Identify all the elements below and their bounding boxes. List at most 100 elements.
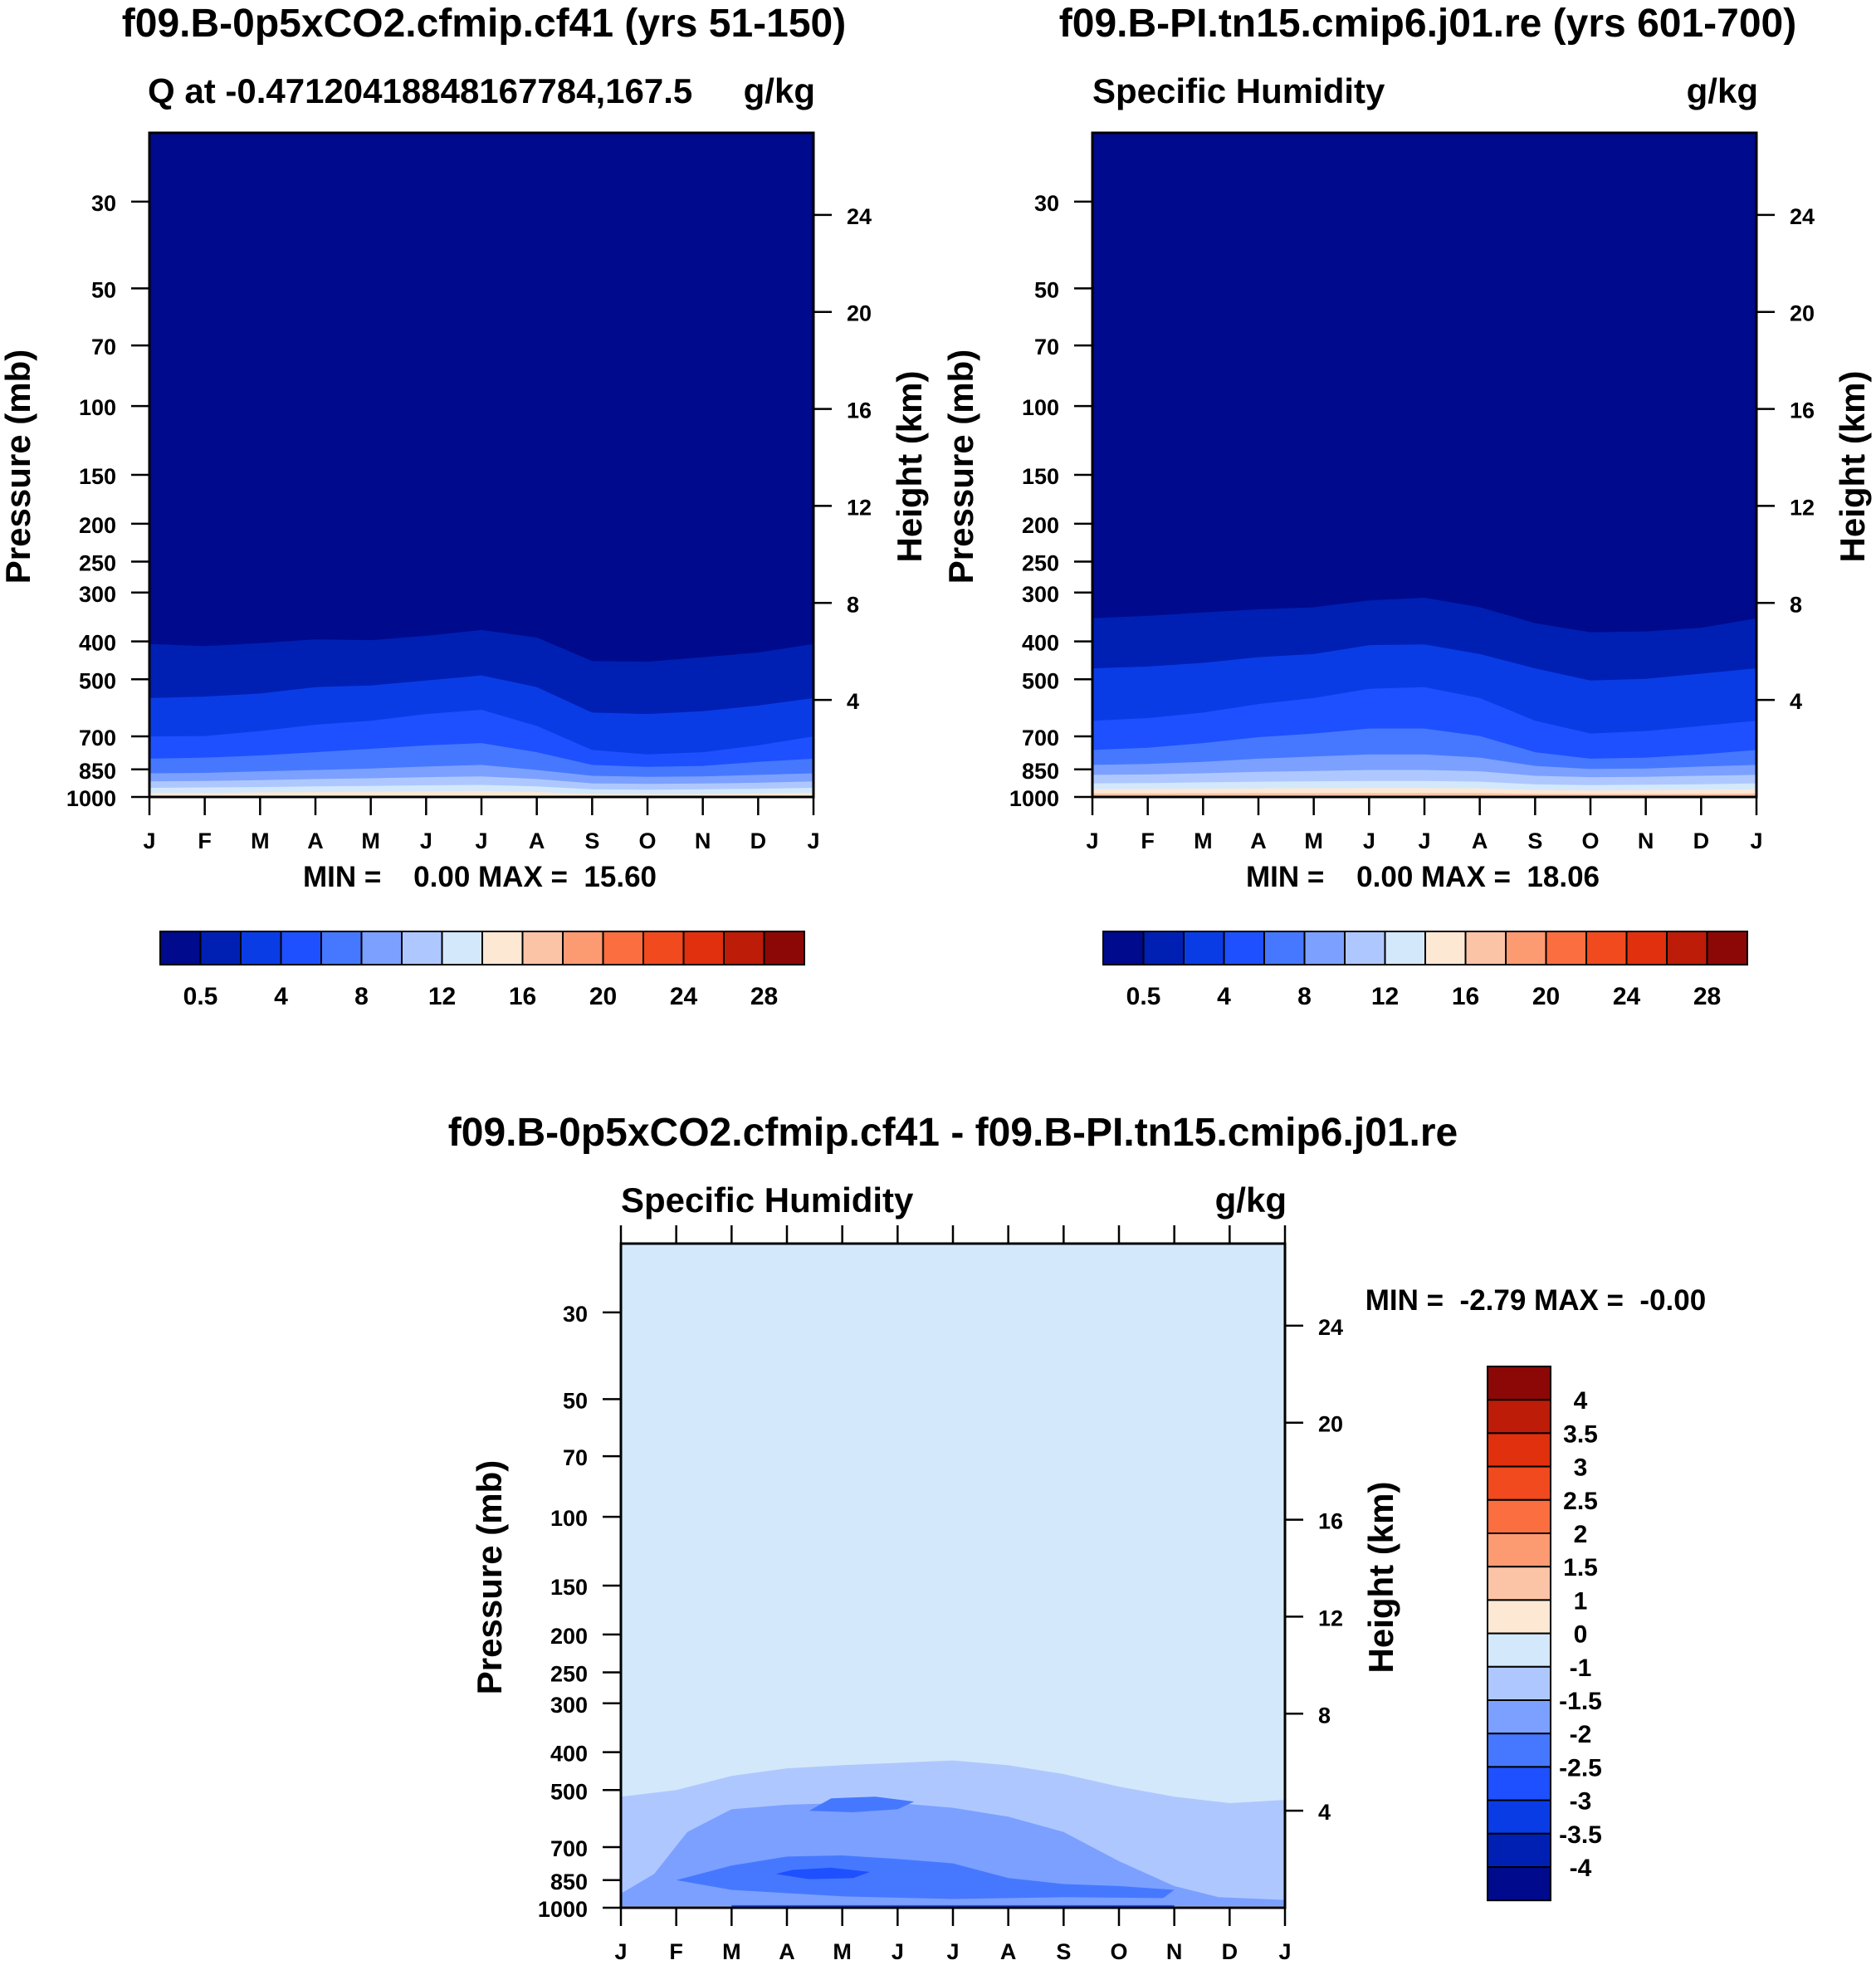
panel-c-colorbar-label: 0 (1574, 1621, 1588, 1649)
panel-c-height-tick-label: 24 (1318, 1315, 1343, 1340)
panel-c-xtick-label: J (1278, 1939, 1291, 1964)
panel-a-height-tick-label: 20 (847, 301, 872, 326)
panel-b-height-tick-label: 4 (1790, 689, 1802, 714)
panel-a-ytick-label: 1000 (66, 786, 116, 811)
panel-b-colorbar-box (1102, 931, 1145, 965)
panel-c-ytick-label: 300 (550, 1693, 588, 1718)
panel-a-colorbar-label: 16 (509, 983, 536, 1010)
panel-b-colorbar-box (1142, 931, 1185, 965)
panel-a-colorbar-box (521, 931, 564, 965)
panel-a-ytick-label: 850 (79, 759, 116, 784)
panel-b-colorbar-box (1303, 931, 1346, 965)
panel-b-xtick-label: F (1141, 829, 1155, 853)
panel-b-xtick-label: A (1472, 829, 1488, 853)
panel-c-colorbar-label: -1 (1570, 1655, 1592, 1682)
panel-b-ytick-label: 70 (1034, 335, 1059, 359)
panel-a-colorbar-box (763, 931, 805, 965)
panel-b-ylabel-right: Height (km) (1833, 371, 1872, 563)
panel-b-colorbar-box (1585, 931, 1628, 965)
panel-c-colorbar-box (1487, 1866, 1551, 1902)
panel-a-colorbar-box (280, 931, 322, 965)
panel-c-colorbar-box (1487, 1432, 1551, 1468)
panel-b-colorbar: 0.5 4 8 12 16 20 24 28 (1102, 931, 1748, 1010)
panel-a-xtick-label: O (638, 829, 656, 853)
panel-a-colorbar-label: 0.5 (183, 983, 218, 1010)
panel-c-colorbar-label: 2 (1574, 1521, 1588, 1548)
panel-c-title: f09.B-0p5xCO2.cfmip.cf41 - f09.B-PI.tn15… (448, 1111, 1458, 1155)
panel-c-colorbar-box (1487, 1766, 1551, 1801)
panel-c-ytick-label: 50 (563, 1388, 588, 1413)
panel-b-colorbar-box (1384, 931, 1426, 965)
panel-a-ytick-label: 700 (79, 726, 116, 750)
panel-c-colorbar-label: -3 (1570, 1788, 1592, 1816)
panel-b-colorbar-label: 20 (1532, 983, 1560, 1010)
panel-a-colorbar-box (602, 931, 644, 965)
panel-c-plot: 30 50 70 100 150 200 250 300 400 500 700 850 1000 4 8 1… (538, 1225, 1343, 1964)
panel-c-contour-band (731, 1904, 1175, 1908)
panel-c-colorbar-label: -2 (1570, 1721, 1592, 1748)
panel-a-colorbar-box (159, 931, 202, 965)
panel-c-xtick-label: O (1110, 1939, 1127, 1964)
panel-a-colorbar-label: 4 (274, 983, 288, 1010)
panel-b-right-string: g/kg (1687, 71, 1758, 110)
panel-b-colorbar-label: 0.5 (1126, 983, 1161, 1010)
panel-c-colorbar-box (1487, 1465, 1551, 1501)
panel-c-xtick-label: M (833, 1939, 852, 1964)
panel-b-xtick-label: D (1693, 829, 1710, 853)
panel-b-height-tick-label: 16 (1790, 398, 1815, 423)
panel-a-colorbar-label: 8 (354, 983, 369, 1010)
panel-c-height-tick-label: 12 (1318, 1606, 1343, 1630)
panel-a-colorbar-box (441, 931, 483, 965)
panel-c-height-tick-label: 4 (1318, 1800, 1331, 1825)
panel-a-height-tick-label: 8 (847, 592, 859, 617)
panel-b-ytick-label: 500 (1022, 668, 1059, 693)
panel-c-height-tick-label: 16 (1318, 1509, 1343, 1534)
panel-b-ytick-label: 30 (1034, 191, 1059, 216)
panel-c-colorbar-box (1487, 1799, 1551, 1835)
panel-c-ylabel-right: Height (km) (1361, 1482, 1400, 1674)
panel-a-xtick-label: D (750, 829, 767, 853)
panel-a-ytick-label: 70 (91, 335, 116, 359)
panel-c-xtick-label: S (1056, 1939, 1071, 1964)
panel-b-height-tick-label: 24 (1790, 204, 1815, 229)
panel-a-ytick-label: 50 (91, 277, 116, 302)
panel-b-colorbar-box (1424, 931, 1467, 965)
panel-c-xtick-label: A (779, 1939, 795, 1964)
panel-c-colorbar-label: 1.5 (1563, 1554, 1598, 1581)
panel-b-xtick-label: J (1418, 829, 1430, 853)
panel-a-xtick-label: M (251, 829, 270, 853)
panel-c-colorbar: 4 3.5 3 2.5 2 1.5 1 0 -1 -1.5 -2 -2.5 -3 -3.5 -4 (1487, 1366, 1602, 1902)
panel-a-colorbar-box (723, 931, 765, 965)
panel-c-colorbar-label: -2.5 (1559, 1754, 1602, 1782)
panel-a-height-tick-label: 12 (847, 495, 872, 520)
panel-a-stats: MIN = 0.00 MAX = 15.60 (303, 861, 657, 893)
panel-b-colorbar-label: 28 (1693, 983, 1721, 1010)
panel-c-colorbar-box (1487, 1532, 1551, 1568)
panel-c-contour-band (809, 1796, 915, 1812)
panel-c-xtick-label: M (722, 1939, 741, 1964)
panel-c-colorbar-box (1487, 1665, 1551, 1702)
panel-c-height-tick-label: 20 (1318, 1412, 1343, 1437)
panel-a-ytick-label: 100 (79, 395, 116, 420)
panel-b-ytick-label: 50 (1034, 277, 1059, 302)
panel-c-ylabel-left: Pressure (mb) (470, 1460, 509, 1694)
panel-a-title: f09.B-0p5xCO2.cfmip.cf41 (yrs 51-150) (122, 2, 846, 46)
panel-a-colorbar-label: 24 (670, 983, 698, 1010)
panel-c-xtick-label: N (1166, 1939, 1183, 1964)
panel-b-title: f09.B-PI.tn15.cmip6.j01.re (yrs 601-700) (1059, 2, 1796, 46)
panel-c-xtick-label: J (946, 1939, 959, 1964)
panel-b-colorbar-label: 16 (1452, 983, 1479, 1010)
panel-a-colorbar-box (642, 931, 685, 965)
panel-b-xtick-label: S (1527, 829, 1542, 853)
panel-b-xtick-label: J (1086, 829, 1098, 853)
panel-b-ytick-label: 200 (1022, 513, 1059, 538)
panel-a-height-tick-label: 4 (847, 689, 859, 714)
panel-b-ytick-label: 850 (1022, 759, 1059, 784)
panel-b-colorbar-box (1464, 931, 1507, 965)
panel-c-colorbar-box (1487, 1699, 1551, 1735)
panel-a-ytick-label: 500 (79, 668, 116, 693)
panel-a-xtick-label: A (307, 829, 324, 853)
panel-c-ytick-label: 30 (563, 1302, 588, 1327)
panel-c-colorbar-box (1487, 1498, 1551, 1535)
